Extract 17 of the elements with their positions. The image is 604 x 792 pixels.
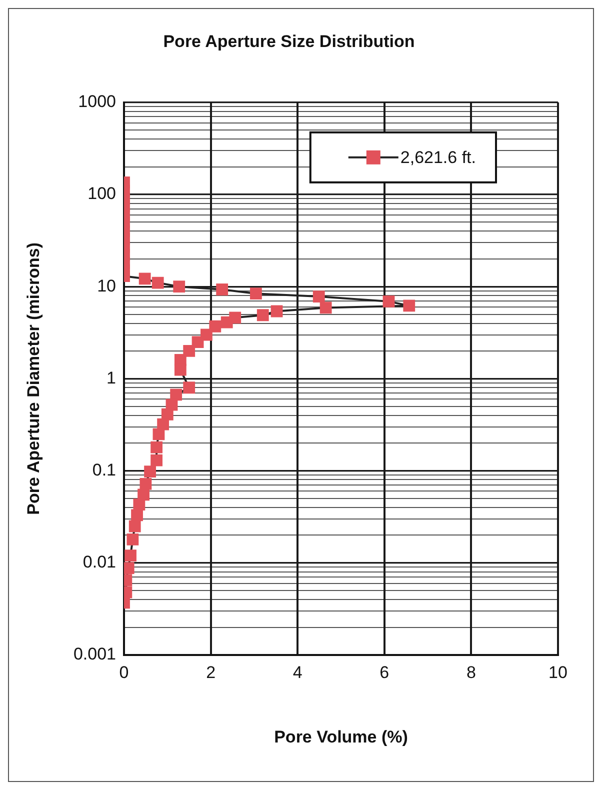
y-tick-label: 0.1	[92, 460, 116, 480]
y-tick-label: 100	[88, 184, 116, 204]
y-axis-title: Pore Aperture Diameter (microns)	[24, 242, 43, 515]
y-tick-label: 10	[97, 276, 116, 296]
y-tick-label: 0.001	[73, 644, 116, 664]
y-tick-label: 1000	[78, 92, 116, 112]
x-axis-title: Pore Volume (%)	[274, 727, 408, 746]
chart-title: Pore Aperture Size Distribution	[163, 32, 415, 51]
x-tick-label: 2	[206, 662, 216, 682]
x-tick-label: 8	[466, 662, 476, 682]
y-tick-label: 1	[106, 368, 116, 388]
x-tick-label: 4	[292, 662, 302, 682]
legend-label: 2,621.6 ft.	[400, 148, 476, 168]
x-tick-label: 6	[380, 662, 390, 682]
y-tick-label: 0.01	[82, 552, 116, 572]
x-tick-label: 0	[119, 662, 129, 682]
x-tick-label: 10	[548, 662, 568, 682]
